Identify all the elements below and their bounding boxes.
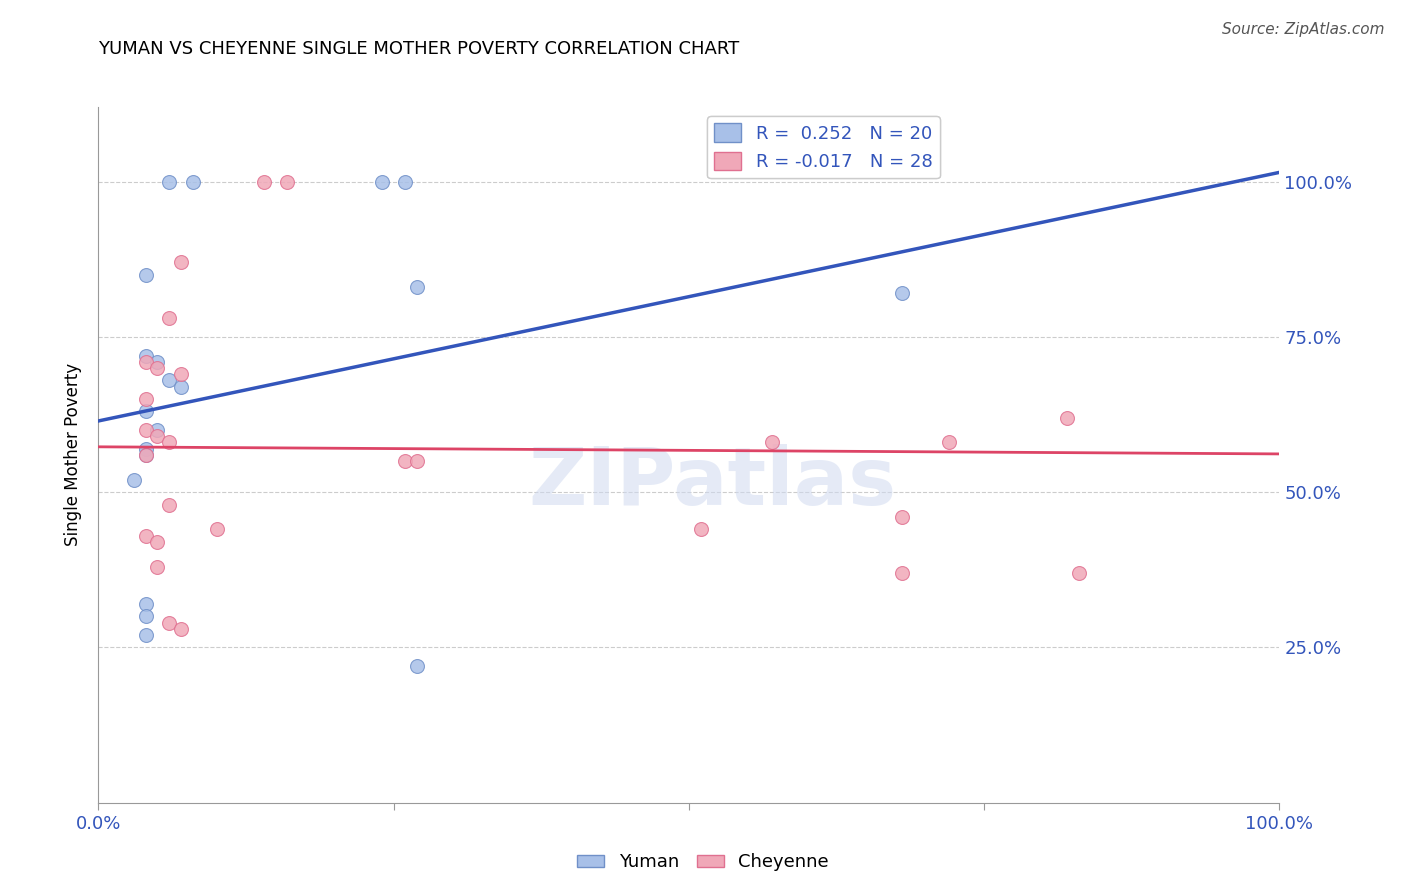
- Point: [135, 423, 157, 437]
- Point: [689, 523, 711, 537]
- Point: [135, 448, 157, 462]
- Point: [157, 615, 180, 630]
- Point: [394, 175, 416, 189]
- Point: [205, 523, 228, 537]
- Point: [135, 448, 157, 462]
- Point: [146, 535, 169, 549]
- Point: [371, 175, 394, 189]
- Point: [135, 268, 157, 282]
- Point: [253, 175, 276, 189]
- Legend: R =  0.252   N = 20, R = -0.017   N = 28: R = 0.252 N = 20, R = -0.017 N = 28: [707, 116, 939, 178]
- Point: [181, 175, 204, 189]
- Point: [1067, 566, 1090, 580]
- Point: [1056, 410, 1078, 425]
- Point: [170, 622, 193, 636]
- Point: [146, 559, 169, 574]
- Point: [170, 367, 193, 381]
- Point: [135, 392, 157, 406]
- Point: [135, 355, 157, 369]
- Point: [890, 566, 912, 580]
- Point: [170, 379, 193, 393]
- Point: [135, 442, 157, 456]
- Point: [122, 473, 145, 487]
- Point: [406, 280, 429, 294]
- Point: [761, 435, 783, 450]
- Point: [157, 498, 180, 512]
- Point: [135, 349, 157, 363]
- Point: [170, 255, 193, 269]
- Point: [146, 429, 169, 443]
- Point: [406, 454, 429, 468]
- Point: [157, 435, 180, 450]
- Point: [890, 286, 912, 301]
- Point: [146, 423, 169, 437]
- Point: [938, 435, 960, 450]
- Point: [394, 454, 416, 468]
- Y-axis label: Single Mother Poverty: Single Mother Poverty: [65, 363, 83, 547]
- Point: [135, 609, 157, 624]
- Point: [135, 404, 157, 418]
- Text: Source: ZipAtlas.com: Source: ZipAtlas.com: [1222, 22, 1385, 37]
- Point: [276, 175, 298, 189]
- Text: ZIPatlas: ZIPatlas: [529, 443, 897, 522]
- Point: [157, 311, 180, 326]
- Point: [146, 361, 169, 376]
- Point: [406, 659, 429, 673]
- Point: [890, 510, 912, 524]
- Text: YUMAN VS CHEYENNE SINGLE MOTHER POVERTY CORRELATION CHART: YUMAN VS CHEYENNE SINGLE MOTHER POVERTY …: [98, 40, 740, 58]
- Point: [135, 597, 157, 611]
- Point: [135, 529, 157, 543]
- Point: [157, 175, 180, 189]
- Point: [146, 355, 169, 369]
- Legend: Yuman, Cheyenne: Yuman, Cheyenne: [569, 847, 837, 879]
- Point: [135, 628, 157, 642]
- Point: [157, 373, 180, 387]
